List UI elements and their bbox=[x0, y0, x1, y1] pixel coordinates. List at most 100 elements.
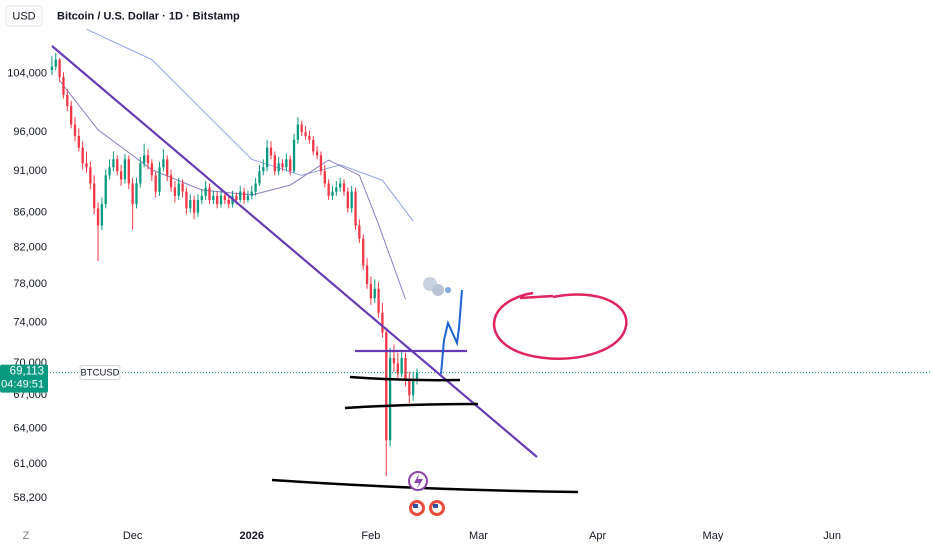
candle-body bbox=[300, 124, 303, 133]
candle-body bbox=[146, 155, 150, 164]
y-tick-label: 86,000 bbox=[13, 207, 47, 219]
candle-body bbox=[135, 183, 138, 205]
candle-body bbox=[304, 132, 307, 136]
candle-body bbox=[265, 147, 269, 168]
candle-body bbox=[358, 225, 361, 239]
candle-body bbox=[204, 187, 207, 196]
candle-body bbox=[381, 312, 384, 333]
candle-body bbox=[62, 77, 65, 95]
candle-body bbox=[185, 191, 188, 209]
candle-body bbox=[192, 199, 196, 213]
candle-body bbox=[212, 195, 215, 200]
candle-body bbox=[262, 167, 265, 172]
candle-body bbox=[354, 191, 357, 226]
candle-body bbox=[404, 358, 407, 380]
candle-body bbox=[85, 163, 88, 168]
y-tick-label: 78,000 bbox=[13, 278, 47, 290]
candle-body bbox=[292, 139, 296, 172]
candle-body bbox=[200, 195, 203, 200]
candle-body bbox=[281, 163, 284, 168]
candle-body bbox=[258, 171, 261, 184]
candle-body bbox=[323, 171, 326, 184]
candle-body bbox=[331, 191, 334, 196]
candle-body bbox=[246, 195, 250, 200]
candle-body bbox=[150, 163, 153, 176]
candle-body bbox=[385, 332, 388, 441]
candle-body bbox=[408, 379, 411, 396]
candle-body bbox=[412, 379, 415, 396]
candle-body bbox=[166, 159, 169, 176]
x-tick-label: May bbox=[703, 530, 724, 542]
candle-body bbox=[77, 135, 80, 148]
candle-body bbox=[66, 94, 69, 106]
event-icon bbox=[408, 471, 428, 491]
candle-body bbox=[239, 191, 242, 200]
candle-body bbox=[208, 187, 211, 200]
candle-body bbox=[123, 159, 127, 180]
candle-body bbox=[216, 195, 219, 205]
y-tick-label: 64,000 bbox=[13, 423, 47, 435]
candle-body bbox=[223, 195, 227, 200]
candle-body bbox=[285, 159, 288, 168]
candle-body bbox=[396, 363, 399, 374]
candle-body bbox=[116, 159, 119, 172]
x-tick-label: Apr bbox=[589, 530, 606, 542]
moving-average bbox=[59, 80, 406, 300]
cloud-icon bbox=[423, 277, 451, 296]
y-tick-label: 91,000 bbox=[13, 165, 47, 177]
candle-body bbox=[100, 204, 104, 226]
candle-body bbox=[112, 159, 115, 168]
candle-body bbox=[227, 199, 230, 205]
candle-body bbox=[181, 183, 184, 192]
candle-body bbox=[377, 288, 380, 313]
currency-box bbox=[5, 5, 43, 27]
x-tick-label: Feb bbox=[361, 530, 380, 542]
candle-body bbox=[96, 208, 100, 226]
candle-body bbox=[173, 187, 177, 196]
price-box bbox=[0, 364, 48, 393]
candle-body bbox=[312, 139, 315, 152]
last-price: 69,113 bbox=[10, 366, 44, 378]
candle-body bbox=[415, 372, 419, 380]
candle-body bbox=[269, 147, 273, 156]
candle-body bbox=[50, 66, 54, 71]
candle-body bbox=[108, 167, 111, 176]
candle-body bbox=[388, 358, 392, 441]
candle-body bbox=[169, 175, 173, 188]
candle-body bbox=[177, 183, 180, 196]
y-tick-label: 104,000 bbox=[7, 67, 47, 79]
candle-body bbox=[73, 124, 77, 136]
x-tick-label: Dec bbox=[123, 530, 143, 542]
candle-body bbox=[400, 358, 403, 374]
trend-line bbox=[51, 45, 538, 458]
candle-body bbox=[289, 159, 292, 172]
candle-body bbox=[189, 199, 192, 209]
x-tick-label: Mar bbox=[469, 530, 488, 542]
candle-body bbox=[219, 195, 223, 205]
candle-body bbox=[308, 135, 311, 140]
candle-body bbox=[254, 183, 257, 192]
candle-body bbox=[242, 191, 246, 200]
drawings bbox=[51, 45, 628, 516]
candle-body bbox=[319, 155, 323, 172]
y-tick-label: 58,200 bbox=[13, 492, 47, 504]
y-tick-label: 61,000 bbox=[13, 458, 47, 470]
candle-body bbox=[369, 284, 373, 299]
symbol-box bbox=[79, 365, 121, 381]
candle-body bbox=[373, 288, 376, 299]
x-tick-label: Jun bbox=[823, 530, 841, 542]
candle-body bbox=[346, 191, 349, 209]
candle-body bbox=[350, 191, 353, 209]
candle-body bbox=[250, 191, 253, 196]
candle-body bbox=[131, 183, 134, 205]
candle-body bbox=[104, 175, 107, 205]
candle-body bbox=[93, 183, 96, 209]
candle-body bbox=[58, 59, 61, 78]
flag-icon bbox=[409, 500, 425, 516]
candle-body bbox=[69, 105, 73, 125]
x-tick-label: 2026 bbox=[240, 530, 264, 542]
y-tick-label: 82,000 bbox=[13, 241, 47, 253]
